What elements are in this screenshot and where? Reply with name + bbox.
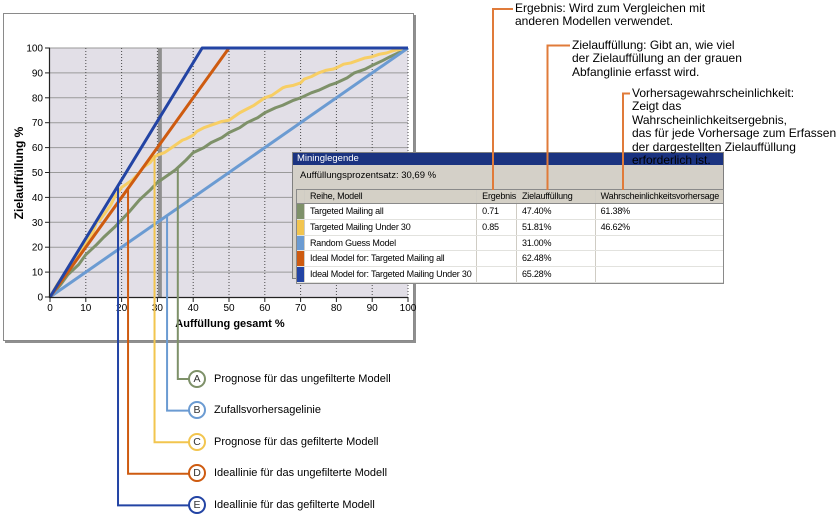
cell-score [477, 235, 517, 251]
cell-series-name: Ideal Model for: Targeted Mailing Under … [305, 267, 478, 282]
callout-label-c: Prognose für das gefilterte Modell [214, 435, 379, 448]
series-color-swatch [297, 235, 305, 251]
cell-predict-probability [596, 267, 723, 282]
series-color-swatch [297, 204, 305, 219]
callout-label-e: Ideallinie für das gefilterte Modell [214, 498, 375, 511]
population-percentage-label: Auffüllungsprozentsatz: 30,69 % [300, 170, 437, 181]
cell-target-population: 47.40% [517, 204, 596, 219]
series-color-swatch [297, 219, 305, 235]
callout-badge-e: E [188, 495, 206, 514]
table-row[interactable]: Ideal Model for: Targeted Mailing all 62… [297, 251, 723, 268]
series-color-swatch [297, 251, 305, 267]
cell-score [477, 267, 517, 282]
series-color-swatch [297, 267, 305, 282]
table-row[interactable]: Targeted Mailing Under 30 0.85 51.81% 46… [297, 219, 723, 236]
mining-legend-table: Reihe, Modell Ergebnis Zielauffüllung Wa… [296, 189, 724, 284]
column-header-predict-probability: Wahrscheinlichkeitsvorhersage [600, 191, 720, 201]
callout-badge-d: D [188, 464, 206, 483]
swatch-column-header [297, 190, 305, 203]
table-row[interactable]: Targeted Mailing all 0.71 47.40% 61.38% [297, 204, 723, 220]
annotation-ergebnis: Ergebnis: Wird zum Vergleichen mit ander… [515, 1, 706, 29]
cell-series-name: Random Guess Model [305, 235, 478, 251]
callout-label-a: Prognose für das ungefilterte Modell [214, 372, 391, 385]
cell-score: 0.85 [477, 219, 517, 235]
cell-predict-probability [596, 236, 723, 251]
cell-score: 0.71 [477, 204, 517, 219]
table-header-row: Reihe, Modell Ergebnis Zielauffüllung Wa… [297, 190, 723, 204]
callout-badge-c: C [188, 432, 206, 451]
cell-predict-probability: 46.62% [600, 221, 631, 232]
callout-badge-b: B [188, 401, 206, 420]
column-header-series: Reihe, Modell [305, 190, 478, 203]
cell-target-population: 51.81% [517, 219, 596, 235]
callout-item-e: E Ideallinie für das gefilterte Modell [188, 495, 375, 514]
cell-predict-probability [596, 251, 723, 266]
cell-target-population: 31.00% [517, 235, 596, 251]
cell-series-name: Targeted Mailing Under 30 [305, 219, 478, 235]
callout-item-b: B Zufallsvorhersagelinie [188, 401, 321, 420]
y-axis-title: Zielauffüllung % [12, 126, 26, 220]
column-header-score: Ergebnis [477, 190, 517, 203]
callout-item-d: D Ideallinie für das ungefilterte Modell [188, 464, 388, 483]
callout-item-c: C Prognose für das gefilterte Modell [188, 432, 379, 451]
callout-item-a: A Prognose für das ungefilterte Modell [188, 369, 391, 388]
callout-label-b: Zufallsvorhersagelinie [214, 404, 321, 417]
x-axis-title: Auffüllung gesamt % [175, 318, 285, 330]
annotation-vorhersagewahrscheinlichkeit: Vorhersagewahrscheinlichkeit: Zeigt das … [632, 86, 837, 168]
cell-score [477, 251, 517, 267]
callout-badge-a: A [188, 369, 206, 388]
column-header-target-population: Zielauffüllung [517, 190, 596, 203]
cell-series-name: Ideal Model for: Targeted Mailing all [305, 251, 478, 267]
callout-label-d: Ideallinie für das ungefilterte Modell [214, 467, 388, 480]
cell-target-population: 65.28% [517, 267, 596, 282]
mining-legend-window: Mininglegende Auffüllungsprozentsatz: 30… [292, 152, 724, 284]
annotation-zielauffuellung: Zielauffüllung: Gibt an, wie viel der Zi… [572, 38, 742, 79]
cell-predict-probability: 61.38% [600, 206, 631, 216]
table-row[interactable]: Random Guess Model 31.00% [297, 235, 723, 252]
cell-series-name: Targeted Mailing all [305, 204, 478, 219]
table-row[interactable]: Ideal Model for: Targeted Mailing Under … [297, 267, 723, 283]
cell-target-population: 62.48% [517, 251, 596, 267]
